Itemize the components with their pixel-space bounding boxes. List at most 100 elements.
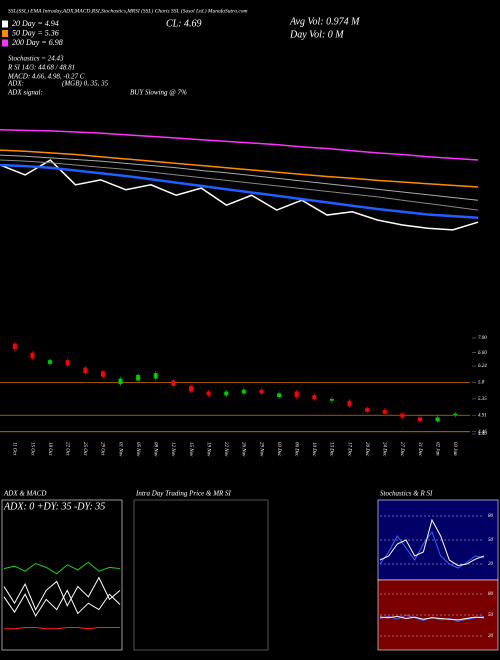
stochastics: Stochastics = 24.43: [8, 55, 64, 63]
x-tick-label: 11 Oct: [12, 442, 17, 456]
y-tick-label: 50: [488, 613, 494, 618]
series-line: [379, 614, 485, 622]
y-tick-label: 6.24: [478, 364, 487, 369]
x-tick-label: 26 Nov: [241, 442, 246, 457]
x-tick-label: 19 Nov: [205, 442, 210, 457]
candle-body: [48, 360, 53, 364]
candle-body: [259, 389, 264, 394]
candle-body: [417, 417, 422, 422]
candle-body: [188, 386, 193, 392]
x-tick-label: 22 Oct: [65, 442, 70, 456]
y-tick-label: 20: [488, 562, 494, 567]
series-line: [0, 149, 479, 188]
x-tick-label: 20 Dec: [364, 442, 369, 457]
candle-body: [30, 352, 35, 359]
candle-body: [347, 400, 352, 407]
signal: BUY Slowing @ 7%: [130, 89, 187, 97]
macd: MACD: 4.66, 4.98, -0.27 C: [7, 73, 85, 81]
x-tick-label: 18 Oct: [47, 442, 52, 456]
legend-label: 200 Day = 6.98: [12, 38, 63, 47]
title: SSL(SSL) EMA Intraday,ADX,MACD,RSI,Stoch…: [8, 7, 248, 14]
y-tick-label: 80: [488, 592, 494, 597]
legend-label: 20 Day = 4.94: [12, 19, 59, 28]
y-tick-label: 4.40: [478, 432, 487, 437]
x-tick-label: 02 Jan: [434, 442, 439, 456]
candle-body: [171, 380, 176, 386]
candle-body: [136, 374, 141, 381]
x-tick-label: 15 Nov: [188, 442, 193, 457]
legend-swatch: [2, 30, 8, 37]
adx-panel: [1, 499, 123, 651]
x-tick-label: 15 Oct: [29, 442, 34, 456]
x-tick-label: 29 Nov: [258, 442, 263, 457]
candle-body: [65, 360, 70, 366]
x-tick-label: 25 Oct: [82, 442, 87, 456]
legend-swatch: [2, 39, 8, 47]
adx-signal: ADX signal:: [7, 89, 43, 97]
panel-title: Intra Day Trading Price & MR SI: [135, 490, 232, 498]
x-tick-label: 03 Dec: [276, 442, 281, 457]
x-tick-label: 22 Nov: [223, 442, 228, 457]
close: CL: 4.69: [166, 18, 202, 29]
x-tick-label: 29 Oct: [100, 442, 105, 456]
candle-body: [224, 391, 229, 396]
y-tick-label: 5.8: [478, 380, 485, 385]
y-tick-label: 6.60: [478, 351, 487, 356]
candle-body: [12, 343, 17, 350]
candle-body: [118, 378, 123, 385]
x-tick-label: 10 Dec: [311, 442, 316, 457]
legend-label: 50 Day = 5.36: [12, 28, 59, 37]
y-tick-label: 50: [488, 538, 494, 543]
candle-body: [435, 417, 440, 422]
candle-body: [153, 373, 158, 379]
y-tick-label: 80: [488, 514, 494, 519]
series-line: [0, 159, 479, 211]
day-vol: Day Vol: 0 M: [289, 29, 344, 40]
x-tick-label: 05 Nov: [135, 442, 140, 457]
candle-body: [277, 393, 282, 398]
candle-body: [365, 408, 370, 412]
series-line: [0, 159, 479, 231]
series-line: [0, 129, 479, 161]
x-tick-label: 27 Dec: [399, 442, 404, 457]
x-tick-label: 06 Dec: [294, 442, 299, 457]
rsi: R SI 14/3: 44.68 / 48.81: [7, 64, 75, 72]
avg-vol: Avg Vol: 0.974 M: [289, 16, 360, 27]
y-tick-label: 5.35: [478, 397, 487, 402]
candle-body: [453, 413, 458, 416]
series-line: [3, 589, 121, 618]
series-line: [379, 530, 485, 569]
panel-values: ADX: 0 +DY: 35 -DY: 35: [3, 501, 105, 512]
candle-body: [294, 391, 299, 398]
x-tick-label: 31 Dec: [417, 442, 422, 457]
legend-swatch: [2, 20, 8, 28]
x-tick-label: 13 Dec: [329, 442, 334, 457]
adx: ADX:: [7, 80, 24, 88]
x-tick-label: 24 Dec: [382, 442, 387, 457]
y-tick-label: 20: [488, 634, 494, 639]
series-line: [3, 576, 121, 611]
y-tick-label: 7.00: [478, 336, 487, 341]
x-tick-label: 12 Nov: [170, 442, 175, 457]
candle-body: [83, 367, 88, 374]
y-tick-label: 4.46: [478, 430, 487, 435]
candle-body: [329, 398, 334, 401]
candle-body: [312, 395, 317, 399]
series-line: [0, 163, 479, 220]
panel-title: ADX & MACD: [3, 490, 46, 498]
series-line: [379, 518, 485, 567]
adx-values: (MGB) 0, 35, 35: [62, 80, 109, 88]
x-tick-label: 01 Nov: [117, 442, 122, 457]
panel-title: Stochastics & R SI: [380, 490, 433, 498]
x-tick-label: 17 Dec: [346, 442, 351, 457]
candle-body: [400, 413, 405, 418]
candle-body: [241, 389, 246, 394]
y-tick-label: 4.91: [478, 413, 487, 418]
series-line: [379, 615, 485, 621]
intraday-panel: [133, 499, 269, 651]
candle-body: [382, 410, 387, 414]
series-line: [3, 561, 121, 575]
series-line: [4, 627, 120, 630]
x-tick-label: 03 Jan: [452, 442, 457, 456]
